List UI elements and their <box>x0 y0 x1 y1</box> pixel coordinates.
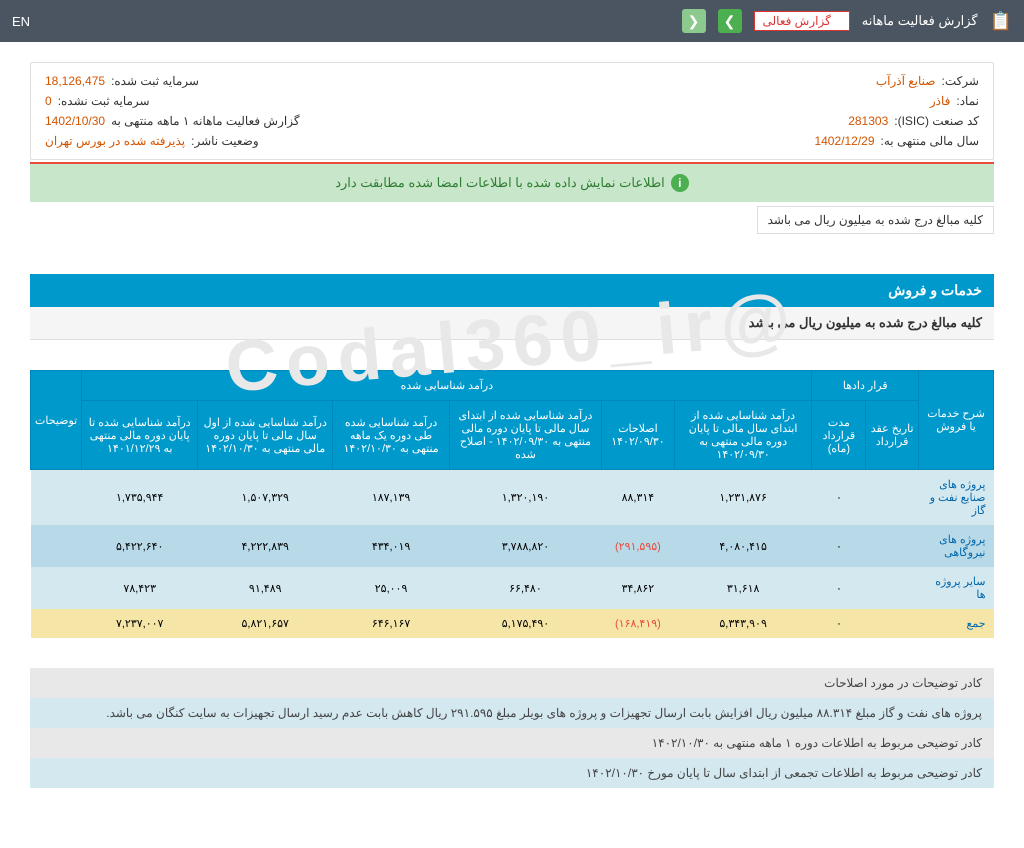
table-total-row: جمع۰۵,۳۴۳,۹۰۹(۱۶۸,۴۱۹)۵,۱۷۵,۴۹۰۶۴۶,۱۶۷۵,… <box>31 609 994 638</box>
verify-banner: i اطلاعات نمایش داده شده با اطلاعات امضا… <box>30 164 994 202</box>
banner-text: اطلاعات نمایش داده شده با اطلاعات امضا ش… <box>335 175 665 191</box>
th-c1: درآمد شناسایی شده از ابتدای سال مالی تا … <box>674 401 812 470</box>
info-panel: شرکت: صنایع آذرآب سرمایه ثبت شده: 18,126,4… <box>30 62 994 160</box>
th-contracts: قرار دادها <box>812 371 919 401</box>
table-row: سایر پروژه ها۰۳۱,۶۱۸۳۴,۸۶۲۶۶,۴۸۰۲۵,۰۰۹۹۱… <box>31 567 994 609</box>
table-row: پروژه های نیروگاهی۰۴,۰۸۰,۴۱۵(۲۹۱,۵۹۵)۳,۷… <box>31 525 994 567</box>
report-value: 1402/10/30 <box>45 114 105 128</box>
section-subheader: کلیه مبالغ درج شده به میلیون ریال می باش… <box>30 307 994 340</box>
section-header: خدمات و فروش <box>30 274 994 307</box>
report-label: گزارش فعالیت ماهانه ۱ ماهه منتهی به <box>111 114 299 128</box>
table-row: پروژه های صنایع نفت و گاز۰۱,۲۳۱,۸۷۶۸۸,۳۱… <box>31 470 994 526</box>
status-value: پذیرفته شده در بورس تهران <box>45 134 185 148</box>
th-notes: توضیحات <box>31 371 82 470</box>
th-c4: درآمد شناسایی شده طی دوره یک ماهه منتهی … <box>333 401 450 470</box>
note-row: کادر توضیحات در مورد اصلاحات <box>30 668 994 698</box>
th-c3: درآمد شناسایی شده از ابتدای سال مالی تا … <box>449 401 601 470</box>
fy-label: سال مالی منتهی به: <box>881 134 979 148</box>
note-row: پروژه های نفت و گاز مبلغ ۸۸.۳۱۴ میلیون ر… <box>30 698 994 728</box>
isic-value: 281303 <box>848 114 888 128</box>
notes-table: کادر توضیحات در مورد اصلاحاتپروژه های نف… <box>30 668 994 788</box>
th-c5: درآمد شناسایی شده از اول سال مالی تا پای… <box>198 401 333 470</box>
cap-unreg-label: سرمایه ثبت نشده: <box>58 94 150 108</box>
info-icon: i <box>671 174 689 192</box>
note-row: کادر توضیحی مربوط به اطلاعات دوره ۱ ماهه… <box>30 728 994 758</box>
th-duration: مدت قرارداد (ماه) <box>812 401 866 470</box>
clipboard-icon: 📋 <box>990 11 1012 32</box>
th-income: درآمد شناسایی شده <box>82 371 812 401</box>
topbar: 📋 گزارش فعالیت ماهانه گزارش فعالی ❯ ❮ EN <box>0 0 1024 42</box>
company-value: صنایع آذرآب <box>876 74 936 88</box>
page-title: گزارش فعالیت ماهانه <box>862 13 978 29</box>
company-label: شرکت: <box>941 74 979 88</box>
currency-note: کلیه مبالغ درج شده به میلیون ریال می باش… <box>757 206 994 234</box>
nav-prev-button[interactable]: ❮ <box>682 9 706 33</box>
cap-reg-label: سرمایه ثبت شده: <box>111 74 199 88</box>
cap-reg-value: 18,126,475 <box>45 74 105 88</box>
th-c2: اصلاحات ۱۴۰۲/۰۹/۳۰ <box>602 401 675 470</box>
report-dropdown[interactable]: گزارش فعالی <box>754 11 850 31</box>
th-c6: درآمد شناسایی شده تا پایان دوره مالی منت… <box>82 401 198 470</box>
language-toggle[interactable]: EN <box>12 14 30 29</box>
th-date: تاریخ عقد قرارداد <box>866 401 919 470</box>
symbol-label: نماد: <box>956 94 979 108</box>
cap-unreg-value: 0 <box>45 94 52 108</box>
nav-next-button[interactable]: ❯ <box>718 9 742 33</box>
income-table: شرح خدمات یا فروش قرار دادها درآمد شناسا… <box>30 370 994 638</box>
isic-label: کد صنعت (ISIC): <box>894 114 979 128</box>
note-row: کادر توضیحی مربوط به اطلاعات تجمعی از اب… <box>30 758 994 788</box>
status-label: وضعیت ناشر: <box>191 134 259 148</box>
symbol-value: فاذر <box>930 94 951 108</box>
fy-value: 1402/12/29 <box>814 134 874 148</box>
th-desc: شرح خدمات یا فروش <box>919 371 994 470</box>
